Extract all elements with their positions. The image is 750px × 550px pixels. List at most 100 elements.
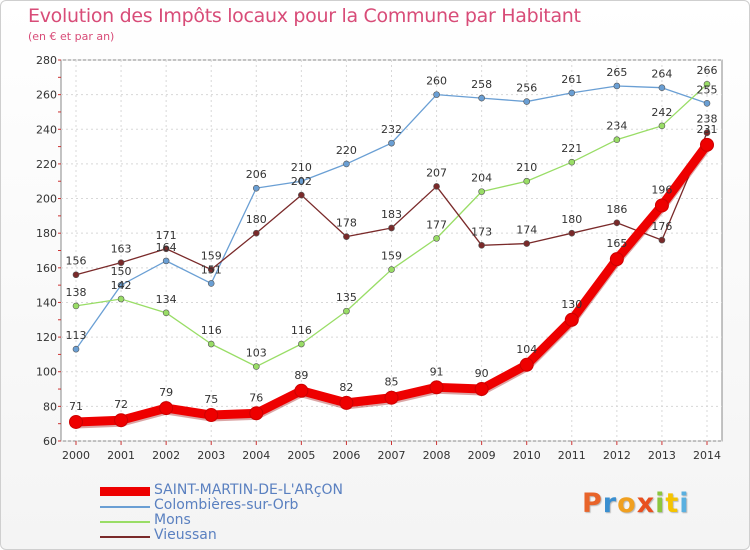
data-point	[568, 158, 576, 166]
data-label: 204	[471, 172, 492, 185]
data-point	[72, 271, 80, 279]
data-label: 163	[111, 243, 132, 256]
data-label: 130	[561, 298, 582, 311]
data-point	[114, 413, 129, 428]
data-label: 256	[516, 82, 537, 95]
data-point	[294, 383, 309, 398]
logo-letter: i	[655, 488, 666, 519]
data-label: 220	[336, 144, 357, 157]
data-point	[613, 82, 621, 90]
data-point	[429, 380, 444, 395]
data-point	[519, 357, 534, 372]
data-point	[703, 80, 711, 88]
data-label: 116	[201, 324, 222, 337]
data-point	[613, 219, 621, 227]
data-point	[433, 183, 440, 190]
data-label: 159	[201, 250, 222, 263]
data-label: 258	[471, 78, 492, 91]
data-point	[658, 84, 666, 92]
y-tick-label: 180	[36, 227, 57, 240]
data-label: 207	[426, 166, 447, 179]
data-point	[339, 395, 354, 410]
data-label: 76	[249, 391, 263, 404]
data-point	[207, 280, 215, 287]
data-label: 234	[606, 120, 627, 133]
data-point	[207, 340, 215, 348]
data-point	[388, 266, 395, 273]
data-point	[69, 414, 83, 429]
data-label: 261	[561, 73, 582, 86]
data-label: 196	[651, 183, 672, 196]
series-layer	[69, 80, 714, 429]
chart-subtitle: (en € et par an)	[28, 30, 115, 43]
data-label: 231	[697, 123, 718, 136]
data-label: 71	[69, 400, 83, 413]
data-label: 164	[156, 241, 177, 254]
data-label: 72	[114, 398, 128, 411]
data-label: 178	[336, 217, 357, 230]
y-tick-label: 200	[36, 193, 57, 206]
data-point	[298, 340, 305, 348]
data-label-layer: 113 150 164 151 206 210 220 232 260 258 256 261 265 2…	[66, 64, 718, 413]
data-point	[703, 99, 711, 107]
logo-letter: P	[582, 488, 603, 519]
x-tick-label: 2011	[558, 449, 586, 462]
data-point	[252, 184, 260, 192]
data-point	[568, 89, 576, 97]
data-label: 255	[697, 83, 718, 96]
y-tick-label: 280	[36, 54, 57, 67]
data-label: 186	[606, 203, 627, 216]
legend-swatch-mons	[100, 521, 150, 523]
data-label: 173	[471, 225, 492, 238]
data-point	[207, 266, 215, 273]
chart-title: Evolution des Impôts locaux pour la Comm…	[28, 5, 581, 27]
data-label: 180	[246, 213, 267, 226]
data-label: 116	[291, 324, 312, 337]
x-tick-label: 2000	[62, 449, 90, 462]
legend-swatch-vieussan	[100, 536, 150, 538]
data-label: 85	[385, 376, 399, 389]
data-point	[343, 307, 350, 315]
data-point	[298, 191, 305, 199]
logo-letter: r	[602, 488, 618, 519]
x-tick-label: 2012	[603, 449, 631, 462]
data-label: 134	[156, 293, 177, 306]
data-point	[117, 259, 125, 266]
data-point	[564, 312, 579, 327]
data-point	[117, 281, 125, 289]
data-label: 75	[204, 393, 218, 406]
data-point	[658, 236, 666, 244]
data-point	[654, 198, 669, 213]
logo-letter: t	[665, 488, 680, 519]
data-point	[252, 229, 260, 237]
data-label: 210	[291, 161, 312, 174]
legend-label: SAINT-MARTIN-DE-L'ARçON	[154, 482, 344, 498]
data-label: 176	[651, 220, 672, 233]
data-label: 266	[697, 64, 718, 77]
x-tick-label: 2001	[107, 449, 135, 462]
x-tick-label: 2008	[423, 449, 451, 462]
data-label: 232	[381, 123, 402, 136]
data-point	[162, 245, 170, 253]
x-tick-label: 2002	[152, 449, 180, 462]
data-label: 238	[697, 113, 718, 126]
logo-letter: x	[636, 488, 656, 519]
data-point	[72, 302, 80, 310]
y-tick-label: 220	[36, 158, 57, 171]
data-point	[700, 137, 714, 152]
data-point	[474, 382, 489, 397]
data-point	[159, 401, 174, 416]
y-tick-label: 260	[36, 89, 57, 102]
data-label: 171	[156, 229, 177, 242]
data-point	[658, 122, 666, 130]
data-label: 159	[381, 250, 402, 263]
y-tick-label: 100	[36, 366, 57, 379]
data-point	[523, 240, 531, 247]
data-label: 183	[381, 208, 402, 221]
data-point	[703, 129, 711, 137]
data-label: 90	[475, 367, 489, 380]
data-label: 150	[111, 265, 132, 278]
data-point	[388, 139, 395, 147]
axis-layer: 60 80 100 120 140 160 180 200 220 240 260 280 2000 20…	[36, 54, 721, 462]
